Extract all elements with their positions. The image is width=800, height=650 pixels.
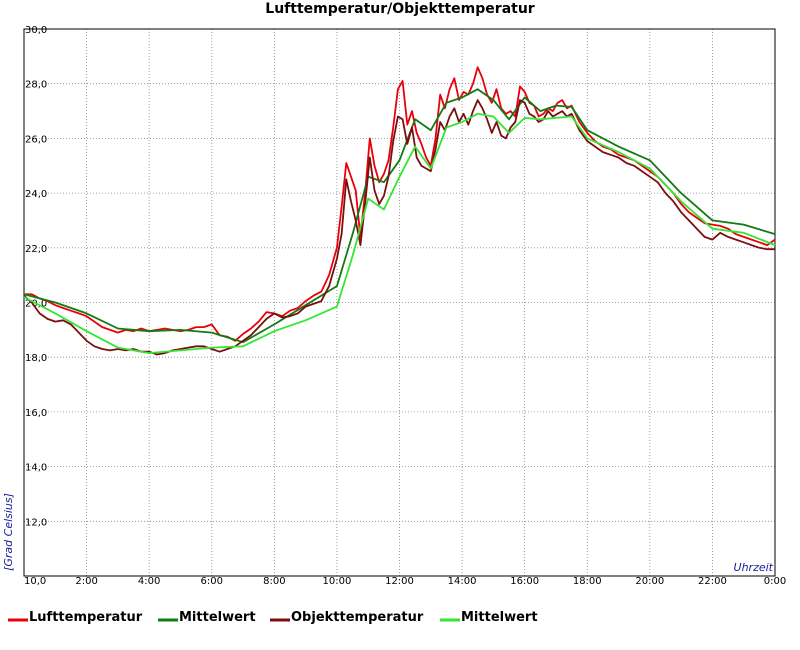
legend-label: Objekttemperatur [291, 610, 424, 625]
x-axis-ticks: 10,0 2:00 4:00 6:00 8:00 10:00 12:00 14:00 16:00… [24, 576, 786, 587]
x-tick-label: 10,0 [24, 576, 46, 587]
x-tick-label: 6:00 [201, 576, 223, 587]
x-tick-label: 22:00 [698, 576, 727, 587]
legend-label: Mittelwert [461, 610, 538, 625]
x-tick-label: 12:00 [385, 576, 414, 587]
chart-title: Lufttemperatur/Objekttemperatur [265, 1, 535, 17]
legend: Lufttemperatur Mittelwert Objekttemperatur… [8, 610, 538, 625]
y-tick-label: 22,0 [25, 244, 47, 255]
series-layer [23, 66, 776, 356]
x-tick-label: 4:00 [138, 576, 160, 587]
x-tick-label: 18:00 [573, 576, 602, 587]
y-tick-label: 16,0 [25, 408, 47, 419]
x-tick-label: 2:00 [75, 576, 97, 587]
plot-frame [23, 28, 776, 577]
legend-label: Lufttemperatur [29, 610, 143, 625]
series-line-3 [23, 99, 775, 356]
y-axis-ticks: 12,014,016,018,020,022,024,026,028,030,0 [25, 25, 47, 528]
y-axis-label: [Grad Celsius] [2, 493, 15, 571]
y-tick-label: 24,0 [25, 189, 47, 200]
x-tick-label: 14:00 [448, 576, 477, 587]
x-tick-label: 8:00 [263, 576, 285, 587]
x-tick-label: 16:00 [510, 576, 539, 587]
series-line-2 [23, 88, 776, 344]
y-tick-label: 12,0 [25, 517, 47, 528]
series-line-4 [23, 112, 776, 354]
grid [24, 28, 775, 576]
y-tick-label: 30,0 [25, 25, 47, 36]
y-tick-label: 14,0 [25, 463, 47, 474]
x-axis-label: Uhrzeit [734, 561, 774, 574]
y-tick-label: 18,0 [25, 353, 47, 364]
y-tick-label: 28,0 [25, 80, 47, 91]
legend-label: Mittelwert [179, 610, 256, 625]
x-tick-label: 0:00 [764, 576, 786, 587]
y-tick-label: 26,0 [25, 134, 47, 145]
x-tick-label: 20:00 [635, 576, 664, 587]
x-tick-label: 10:00 [323, 576, 352, 587]
